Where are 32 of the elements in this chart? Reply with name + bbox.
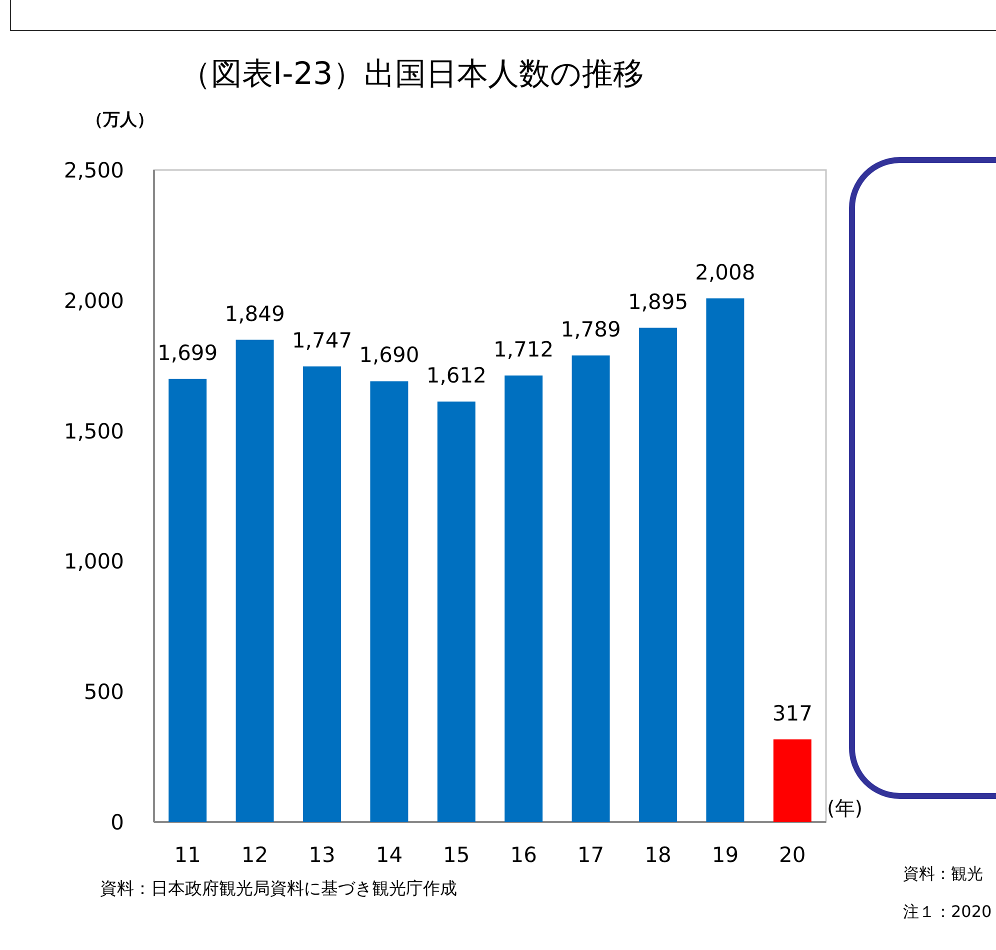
value-label: 317: [772, 701, 812, 726]
xtick: 18: [644, 843, 672, 867]
xtick: 12: [241, 843, 268, 867]
xtick: 19: [712, 843, 739, 867]
xtick: 16: [510, 843, 537, 867]
ytick: 1,000: [64, 550, 124, 574]
ytick: 0: [110, 810, 124, 834]
annotation: 注１：2020: [903, 902, 992, 921]
ytick: 2,000: [64, 288, 124, 313]
value-label: 1,789: [560, 317, 621, 342]
value-label: 1,699: [158, 340, 218, 365]
value-label: 2,008: [695, 260, 756, 284]
annotation: 資料：日本政府観光局資料に基づき観光庁作成: [100, 879, 457, 899]
xlabel: (年): [827, 796, 863, 820]
value-label: 1,895: [628, 290, 688, 314]
xtick: 15: [443, 843, 470, 867]
xtick: 11: [174, 843, 201, 867]
value-label: 1,612: [426, 364, 486, 388]
value-label: 1,690: [359, 343, 420, 368]
title: （図表Ⅰ-23）出国日本人数の推移: [180, 56, 644, 92]
ytick: 500: [84, 680, 124, 704]
value-label: 1,849: [224, 302, 285, 326]
xtick: 14: [376, 843, 403, 867]
xtick: 13: [308, 843, 336, 867]
value-label: 1,712: [494, 338, 554, 362]
ytick: 1,500: [64, 419, 124, 444]
xtick: 17: [577, 843, 604, 867]
ytick: 2,500: [64, 158, 124, 182]
ylabel: （万人）: [86, 110, 154, 130]
xtick: 20: [779, 843, 806, 867]
annotation: 資料：観光: [903, 864, 983, 883]
value-label: 1,747: [292, 328, 352, 352]
